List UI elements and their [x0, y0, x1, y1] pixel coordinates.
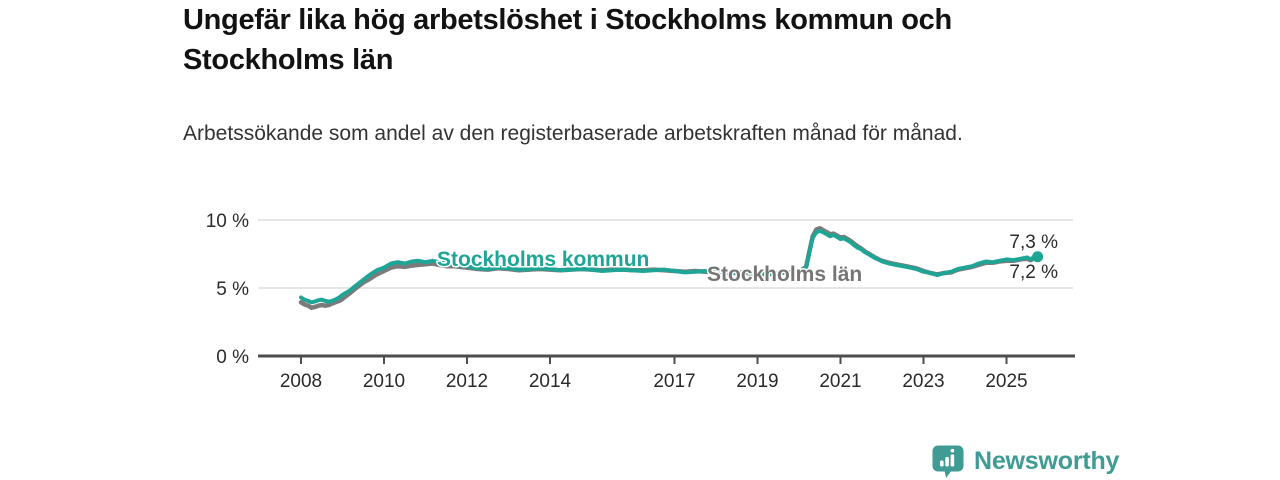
- y-tick-label-0: 0 %: [216, 347, 249, 368]
- series-label-lan: Stockholms län: [707, 263, 862, 286]
- x-tick-label: 2023: [902, 371, 944, 392]
- x-tick-label: 2021: [819, 371, 861, 392]
- end-point-dot: [1032, 251, 1044, 263]
- chart-subtitle: Arbetssökande som andel av den registerb…: [183, 122, 963, 145]
- end-value-kommun: 7,3 %: [1009, 232, 1058, 253]
- y-tick-label-5: 5 %: [216, 279, 249, 300]
- x-tick-label: 2008: [280, 371, 322, 392]
- data-lines: [298, 225, 1044, 310]
- series-label-kommun: Stockholms kommun: [437, 248, 649, 271]
- y-tick-label-10: 10 %: [206, 211, 249, 232]
- end-value-lan: 7,2 %: [1009, 262, 1058, 283]
- gridlines: [258, 219, 1073, 289]
- x-tick-label: 2019: [736, 371, 778, 392]
- page-title: Ungefär lika hög arbetslöshet i Stockhol…: [183, 4, 952, 76]
- x-tick-label: 2025: [985, 371, 1027, 392]
- newsworthy-logo: Newsworthy: [931, 444, 1119, 479]
- series-line-lan: [298, 225, 1040, 310]
- series-line-kommun: [299, 228, 1040, 305]
- brand-name: Newsworthy: [974, 447, 1120, 475]
- x-axis: 2008 2010 2012 2014 2017 2019 2021 2023 2025: [258, 354, 1075, 392]
- x-tick-label: 2017: [653, 371, 695, 392]
- x-tick-label: 2012: [446, 371, 488, 392]
- x-tick-label: 2010: [363, 371, 405, 392]
- bar-chart-bubble-icon: [932, 445, 964, 478]
- x-tick-label: 2014: [529, 371, 572, 392]
